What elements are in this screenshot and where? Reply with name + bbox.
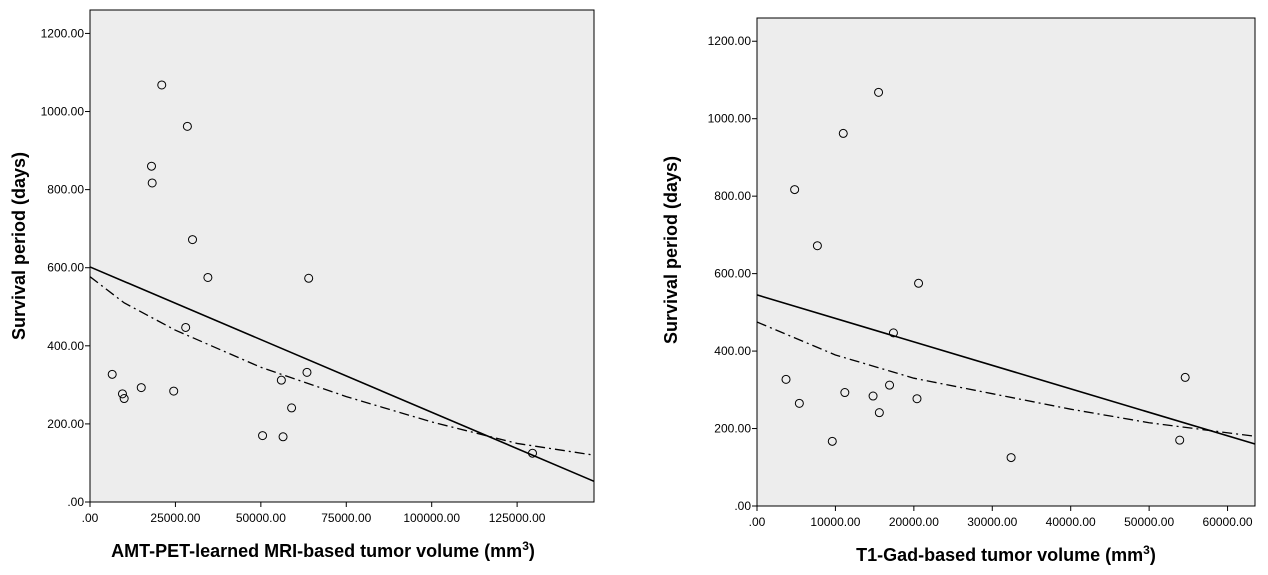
chart-1-data-point xyxy=(107,369,117,379)
chart-2-plot-area xyxy=(756,17,1256,507)
chart-2-fit-lines xyxy=(756,294,1256,445)
chart-2-curve-fit-line xyxy=(756,321,1256,437)
chart-1-fit-lines xyxy=(89,266,595,483)
chart-2-x-axis-label-end: ) xyxy=(1150,545,1156,565)
chart-2-x-tick-label: 10000.00 xyxy=(810,515,860,529)
chart-2-data-point xyxy=(885,380,895,390)
chart-2-x-axis-label: T1-Gad-based tumor volume (mm3) xyxy=(856,543,1156,565)
chart-1-points xyxy=(107,80,537,458)
chart-2-points xyxy=(781,87,1190,463)
chart-1-x-tick-label: 100000.00 xyxy=(403,511,460,525)
chart-1-data-point xyxy=(188,235,198,245)
chart-1-data-point xyxy=(203,272,213,282)
chart-1-data-point xyxy=(169,386,179,396)
chart-1-data-point xyxy=(147,178,157,188)
chart-2-data-point xyxy=(827,436,837,446)
chart-1-data-point xyxy=(258,431,268,441)
chart-1-x-tick-label: .00 xyxy=(82,511,99,525)
chart-2-x-tick-label: 50000.00 xyxy=(1124,515,1174,529)
chart-1-x-axis-label-sup: 3 xyxy=(522,539,529,553)
chart-2-x-tick-label: .00 xyxy=(749,515,766,529)
chart-1-data-point xyxy=(527,448,537,458)
chart-2-y-tick-label: 600.00 xyxy=(714,267,751,281)
chart-2-x-tick-label: 60000.00 xyxy=(1203,515,1253,529)
chart-2-data-point xyxy=(874,408,884,418)
chart-2-data-point xyxy=(888,328,898,338)
chart-1-x-axis-label-end: ) xyxy=(529,541,535,561)
chart-2-data-point xyxy=(840,388,850,398)
chart-2-data-point xyxy=(790,185,800,195)
chart-1-data-point xyxy=(304,273,314,283)
chart-2-x-tick-label: 40000.00 xyxy=(1046,515,1096,529)
chart-1-x-axis-label: AMT-PET-learned MRI-based tumor volume (… xyxy=(111,539,535,561)
chart-1-x-tick-label: 25000.00 xyxy=(150,511,200,525)
chart-1-y-tick-label: 1000.00 xyxy=(41,105,85,119)
chart-1-y-axis-label: Survival period (days) xyxy=(9,152,29,340)
chart-2-data-point xyxy=(1175,435,1185,445)
chart-1-data-point xyxy=(117,389,127,399)
chart-2-y-tick-label: 200.00 xyxy=(714,422,751,436)
chart-1-y-tick-label: 400.00 xyxy=(47,339,84,353)
chart-1-ticks: .00 200.00 400.00 600.00 800.00 1000.00 1200.0… xyxy=(41,26,546,525)
chart-1-y-tick-label: 1200.00 xyxy=(41,26,85,40)
chart-1-data-point xyxy=(276,375,286,385)
chart-1-data-point xyxy=(287,403,297,413)
chart-2-data-point xyxy=(914,278,924,288)
chart-2-x-axis-label-main: T1-Gad-based tumor volume (mm xyxy=(856,545,1143,565)
chart-2-x-tick-label: 30000.00 xyxy=(967,515,1017,529)
chart-2-y-tick-label: 800.00 xyxy=(714,189,751,203)
chart-1-data-point xyxy=(119,394,129,404)
chart-2-data-point xyxy=(1006,453,1016,463)
chart-2-y-tick-label: 400.00 xyxy=(714,344,751,358)
chart-1-data-point xyxy=(181,322,191,332)
chart-2-y-tick-label: .00 xyxy=(734,499,751,513)
chart-2-y-axis-label: Survival period (days) xyxy=(661,156,681,344)
chart-1-linear-fit-line xyxy=(89,266,595,483)
chart-2-data-point xyxy=(794,398,804,408)
chart-2-x-axis-label-sup: 3 xyxy=(1143,543,1150,557)
chart-2-data-point xyxy=(912,394,922,404)
chart-2-y-tick-label: 1000.00 xyxy=(708,112,752,126)
chart-1-data-point xyxy=(302,367,312,377)
chart-1-y-tick-label: 800.00 xyxy=(47,183,84,197)
chart-1-data-point xyxy=(157,80,167,90)
chart-2-data-point xyxy=(812,241,822,251)
chart-1-x-axis-label-main: AMT-PET-learned MRI-based tumor volume (… xyxy=(111,541,522,561)
chart-1-data-point xyxy=(182,121,192,131)
chart-1-x-tick-label: 75000.00 xyxy=(321,511,371,525)
chart-1-x-tick-label: 125000.00 xyxy=(489,511,546,525)
chart-1-plot-area xyxy=(89,9,595,503)
chart-1-data-point xyxy=(147,161,157,171)
chart-2-y-tick-label: 1200.00 xyxy=(708,34,752,48)
chart-2-linear-fit-line xyxy=(756,294,1256,445)
chart-2-x-tick-label: 20000.00 xyxy=(889,515,939,529)
chart-1-y-tick-label: 600.00 xyxy=(47,261,84,275)
chart-2-data-point xyxy=(868,391,878,401)
chart-2-data-point xyxy=(1180,372,1190,382)
chart-1-data-point xyxy=(278,432,288,442)
chart-2-data-point xyxy=(781,374,791,384)
chart-2-ticks: .00 200.00 400.00 600.00 800.00 1000.00 1200.0… xyxy=(708,34,1253,529)
chart-2: .00 200.00 400.00 600.00 800.00 1000.00 1200.0… xyxy=(661,17,1256,565)
chart-2-data-point xyxy=(874,87,884,97)
chart-1-y-tick-label: 200.00 xyxy=(47,417,84,431)
chart-1-y-tick-label: .00 xyxy=(67,495,84,509)
chart-1: .00 200.00 400.00 600.00 800.00 1000.00 1200.0… xyxy=(9,9,595,561)
chart-1-x-tick-label: 50000.00 xyxy=(236,511,286,525)
chart-1-data-point xyxy=(136,383,146,393)
chart-2-data-point xyxy=(838,128,848,138)
chart-1-curve-fit-line xyxy=(89,276,595,456)
